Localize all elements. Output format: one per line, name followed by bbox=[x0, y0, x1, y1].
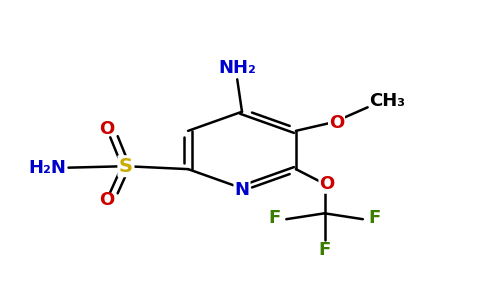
Text: H₂N: H₂N bbox=[28, 159, 66, 177]
Text: O: O bbox=[99, 120, 114, 138]
Text: F: F bbox=[268, 209, 280, 227]
Text: F: F bbox=[369, 209, 381, 227]
Text: S: S bbox=[119, 157, 133, 176]
Text: O: O bbox=[319, 175, 334, 193]
Text: O: O bbox=[329, 115, 344, 133]
Text: N: N bbox=[235, 181, 249, 199]
Text: F: F bbox=[318, 241, 331, 259]
Text: CH₃: CH₃ bbox=[369, 92, 405, 110]
Text: NH₂: NH₂ bbox=[218, 58, 256, 76]
Text: O: O bbox=[99, 191, 114, 209]
